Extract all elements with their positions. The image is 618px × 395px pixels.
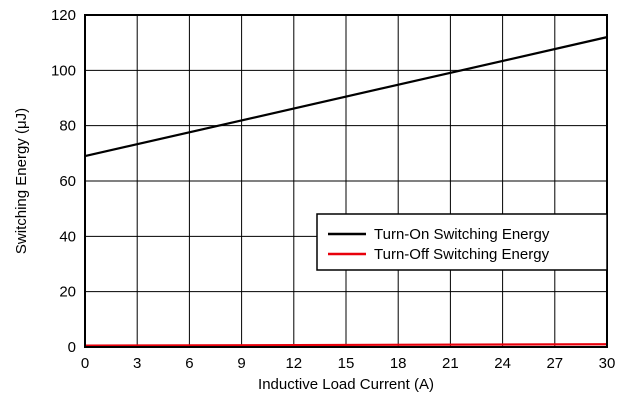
y-tick-label: 60	[59, 173, 76, 190]
x-tick-label: 6	[185, 355, 193, 372]
y-axis-ticks: 0 20 40 60 80 100 120	[51, 7, 76, 356]
legend-label-turn-off: Turn-Off Switching Energy	[374, 246, 550, 263]
x-tick-label: 3	[133, 355, 141, 372]
x-axis-title: Inductive Load Current (A)	[258, 376, 434, 393]
y-tick-label: 20	[59, 284, 76, 301]
x-tick-label: 27	[546, 355, 563, 372]
series-lines	[84, 36, 608, 347]
x-axis-ticks: 0 3 6 9 12 15 18 21 24 27 30	[81, 355, 616, 372]
x-tick-label: 15	[338, 355, 355, 372]
plot-frame	[84, 14, 608, 348]
x-tick-label: 9	[237, 355, 245, 372]
y-axis-title: Switching Energy (μJ)	[13, 108, 30, 254]
x-tick-label: 18	[390, 355, 407, 372]
y-tick-label: 120	[51, 7, 76, 24]
series-line-1	[84, 343, 608, 347]
legend: Turn-On Switching Energy Turn-Off Switch…	[316, 213, 608, 271]
y-tick-label: 40	[59, 228, 76, 245]
x-tick-label: 0	[81, 355, 89, 372]
legend-box	[316, 213, 608, 271]
legend-label-turn-on: Turn-On Switching Energy	[374, 226, 550, 243]
x-tick-label: 12	[285, 355, 302, 372]
y-tick-label: 100	[51, 62, 76, 79]
series-line-0	[84, 36, 608, 158]
y-tick-label: 80	[59, 118, 76, 135]
x-tick-label: 21	[442, 355, 459, 372]
grid	[84, 14, 608, 348]
y-tick-label: 0	[68, 339, 76, 356]
x-tick-label: 24	[494, 355, 511, 372]
x-tick-label: 30	[599, 355, 616, 372]
